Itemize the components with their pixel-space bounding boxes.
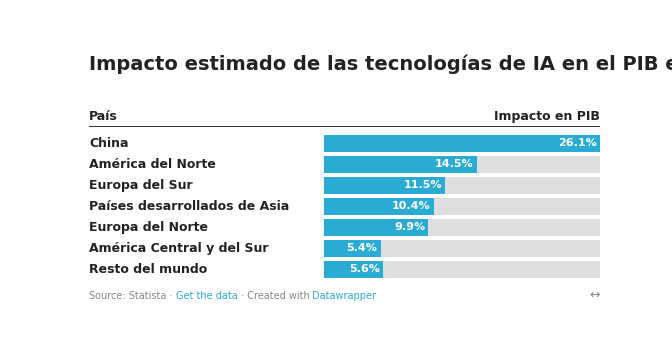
Text: 5.4%: 5.4% (347, 243, 378, 253)
Text: Impacto estimado de las tecnologías de IA en el PIB en 2030: Impacto estimado de las tecnologías de I… (89, 54, 672, 74)
Text: 11.5%: 11.5% (404, 180, 442, 190)
Text: Países desarrollados de Asia: Países desarrollados de Asia (89, 200, 290, 213)
Text: Datawrapper: Datawrapper (312, 291, 376, 301)
Text: China: China (89, 137, 129, 150)
Text: Europa del Sur: Europa del Sur (89, 179, 193, 192)
Bar (324, 198, 599, 215)
Text: ↔: ↔ (589, 289, 599, 302)
Text: · Created with: · Created with (238, 291, 312, 301)
Text: 10.4%: 10.4% (392, 201, 431, 211)
Text: Source: Statista ·: Source: Statista · (89, 291, 176, 301)
Bar (324, 240, 380, 257)
Bar (324, 177, 445, 194)
Text: País: País (89, 110, 118, 123)
Text: Impacto en PIB: Impacto en PIB (494, 110, 599, 123)
Bar (324, 177, 599, 194)
Bar (324, 198, 433, 215)
Bar (324, 156, 477, 173)
Text: Europa del Norte: Europa del Norte (89, 221, 208, 234)
Text: América Central y del Sur: América Central y del Sur (89, 242, 269, 255)
Bar (324, 219, 599, 236)
Text: 14.5%: 14.5% (435, 159, 474, 169)
Text: Get the data: Get the data (176, 291, 238, 301)
Bar (324, 240, 599, 257)
Bar (324, 261, 599, 278)
Text: 5.6%: 5.6% (349, 264, 380, 274)
Bar (324, 156, 599, 173)
Text: América del Norte: América del Norte (89, 158, 216, 171)
Bar (324, 219, 428, 236)
Text: 26.1%: 26.1% (558, 138, 597, 148)
Bar (324, 135, 599, 152)
Bar (89, 126, 599, 127)
Text: Resto del mundo: Resto del mundo (89, 263, 208, 276)
Bar (324, 261, 383, 278)
Bar (324, 135, 599, 152)
Text: 9.9%: 9.9% (394, 222, 425, 232)
